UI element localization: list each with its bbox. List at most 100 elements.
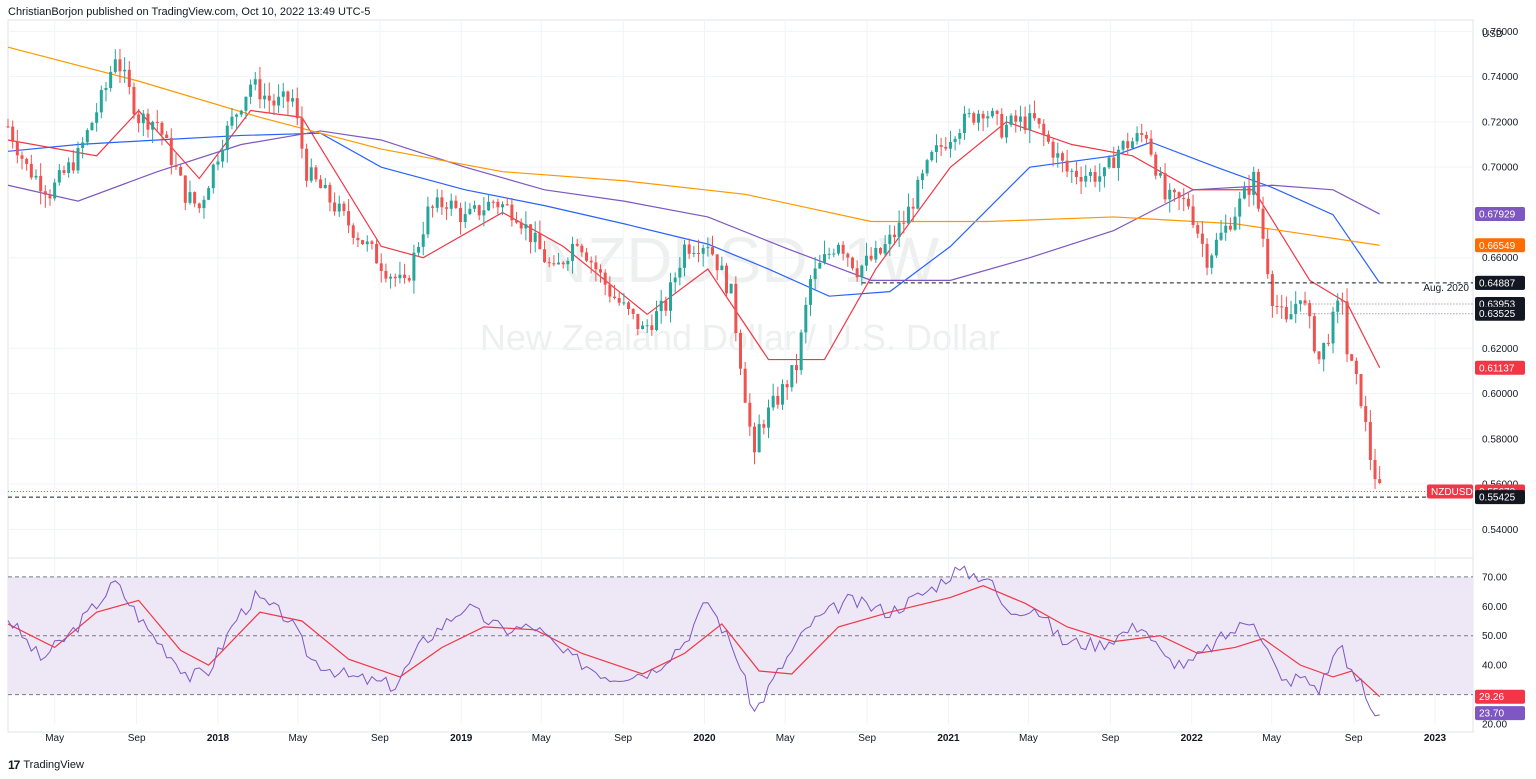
price-axis[interactable]: USD0.760000.740000.720000.700000.660000.… (1482, 27, 1519, 731)
candle-body (603, 272, 607, 285)
candle-body (1079, 177, 1083, 182)
candle-body (1238, 198, 1242, 217)
candle-body (1056, 153, 1060, 158)
candle-body (1037, 118, 1041, 124)
candle-body (650, 325, 654, 331)
candle-body (90, 122, 94, 131)
candle-body (239, 110, 243, 115)
candle-body (20, 155, 24, 159)
candle-body (263, 95, 267, 100)
candle-body (235, 114, 239, 117)
candle-body (183, 175, 187, 203)
time-tick-label: May (1019, 733, 1038, 744)
candle-body (864, 255, 868, 266)
candle-body (613, 296, 617, 298)
candle-body (622, 302, 626, 304)
candle-body (846, 253, 850, 258)
candle-body (697, 252, 701, 254)
candle-body (552, 263, 556, 265)
candle-body (347, 211, 351, 226)
candle-body (505, 204, 509, 206)
candle-body (356, 237, 360, 241)
chart-canvas[interactable]: NZDUSD, 1W New Zealand Dollar / U.S. Dol… (0, 0, 1536, 756)
tradingview-logo-icon[interactable]: 17 (8, 758, 20, 772)
candle-body (463, 214, 467, 222)
candle-body (319, 179, 323, 189)
candle-body (81, 142, 85, 149)
candle-body (729, 283, 733, 294)
candle-body (510, 204, 514, 221)
candle-body (272, 100, 276, 106)
brand-name[interactable]: TradingView (23, 759, 84, 771)
candle-body (71, 162, 75, 171)
price-tag-bg (1475, 490, 1525, 505)
candle-body (1154, 154, 1158, 176)
price-tag: 0.66549 (1479, 241, 1516, 252)
candle-body (827, 253, 831, 255)
candle-body (813, 268, 817, 280)
candle-body (519, 222, 523, 229)
candle-body (939, 145, 943, 147)
candle-body (1121, 141, 1125, 150)
candle-body (440, 197, 444, 208)
candle-body (333, 202, 337, 212)
candle-body (295, 98, 299, 119)
candle-body (1312, 316, 1316, 352)
candle-body (571, 243, 575, 261)
candle-body (1233, 216, 1237, 230)
candle-body (841, 244, 845, 254)
candle-body (1060, 153, 1064, 161)
price-tag: 0.63953 (1479, 300, 1516, 311)
candle-body (902, 222, 906, 224)
candle-body (221, 149, 225, 162)
candle-body (29, 163, 33, 178)
candle-body (174, 165, 178, 167)
candle-body (496, 201, 500, 208)
candle-body (752, 426, 756, 453)
candle-body (972, 113, 976, 123)
candle-body (883, 244, 887, 254)
price-tag-bg (1475, 306, 1525, 321)
price-tags: 0.679290.665490.648890.648870.639530.635… (1427, 207, 1525, 721)
candle-body (580, 245, 584, 253)
symbol-watermark: NZDUSD, 1W New Zealand Dollar / U.S. Dol… (480, 224, 1000, 358)
candle-body (1336, 300, 1340, 312)
price-tag: 0.64887 (1479, 278, 1516, 289)
candle-body (207, 188, 211, 200)
time-tick-label: 2022 (1181, 733, 1204, 744)
author-name[interactable]: ChristianBorjon (8, 6, 84, 18)
time-tick-label: Sep (128, 733, 146, 744)
candle-body (608, 284, 612, 297)
candle-body (445, 207, 449, 209)
candle-body (986, 116, 990, 119)
candle-body (1322, 342, 1326, 360)
symbol-tag: NZDUSD (1431, 487, 1473, 498)
candle-body (776, 395, 780, 405)
candle-body (948, 142, 952, 149)
candlestick-series (6, 48, 1382, 490)
candle-body (1107, 157, 1111, 168)
candle-body (566, 260, 570, 265)
candle-body (1252, 171, 1256, 195)
candle-body (1032, 113, 1036, 119)
candle-body (123, 69, 127, 72)
rsi-value-tag: 29.26 (1479, 692, 1504, 703)
time-axis[interactable]: May Sep 2018 May Sep 2019 May Sep 2020 May Sep 2021… (45, 733, 1446, 744)
candle-body (967, 113, 971, 115)
candle-body (6, 126, 10, 128)
candle-body (431, 206, 435, 208)
candle-body (962, 113, 966, 134)
candle-body (449, 200, 453, 209)
candle-body (179, 166, 183, 176)
candle-body (99, 89, 103, 113)
time-tick-label: May (532, 733, 551, 744)
candle-body (860, 265, 864, 278)
candle-body (897, 222, 901, 238)
candle-body (384, 270, 388, 279)
candle-body (202, 199, 206, 209)
rsi-value-tag-bg (1475, 706, 1525, 721)
candle-body (1256, 171, 1260, 209)
candle-body (230, 116, 234, 126)
candle-body (1191, 206, 1195, 226)
candle-body (468, 208, 472, 215)
